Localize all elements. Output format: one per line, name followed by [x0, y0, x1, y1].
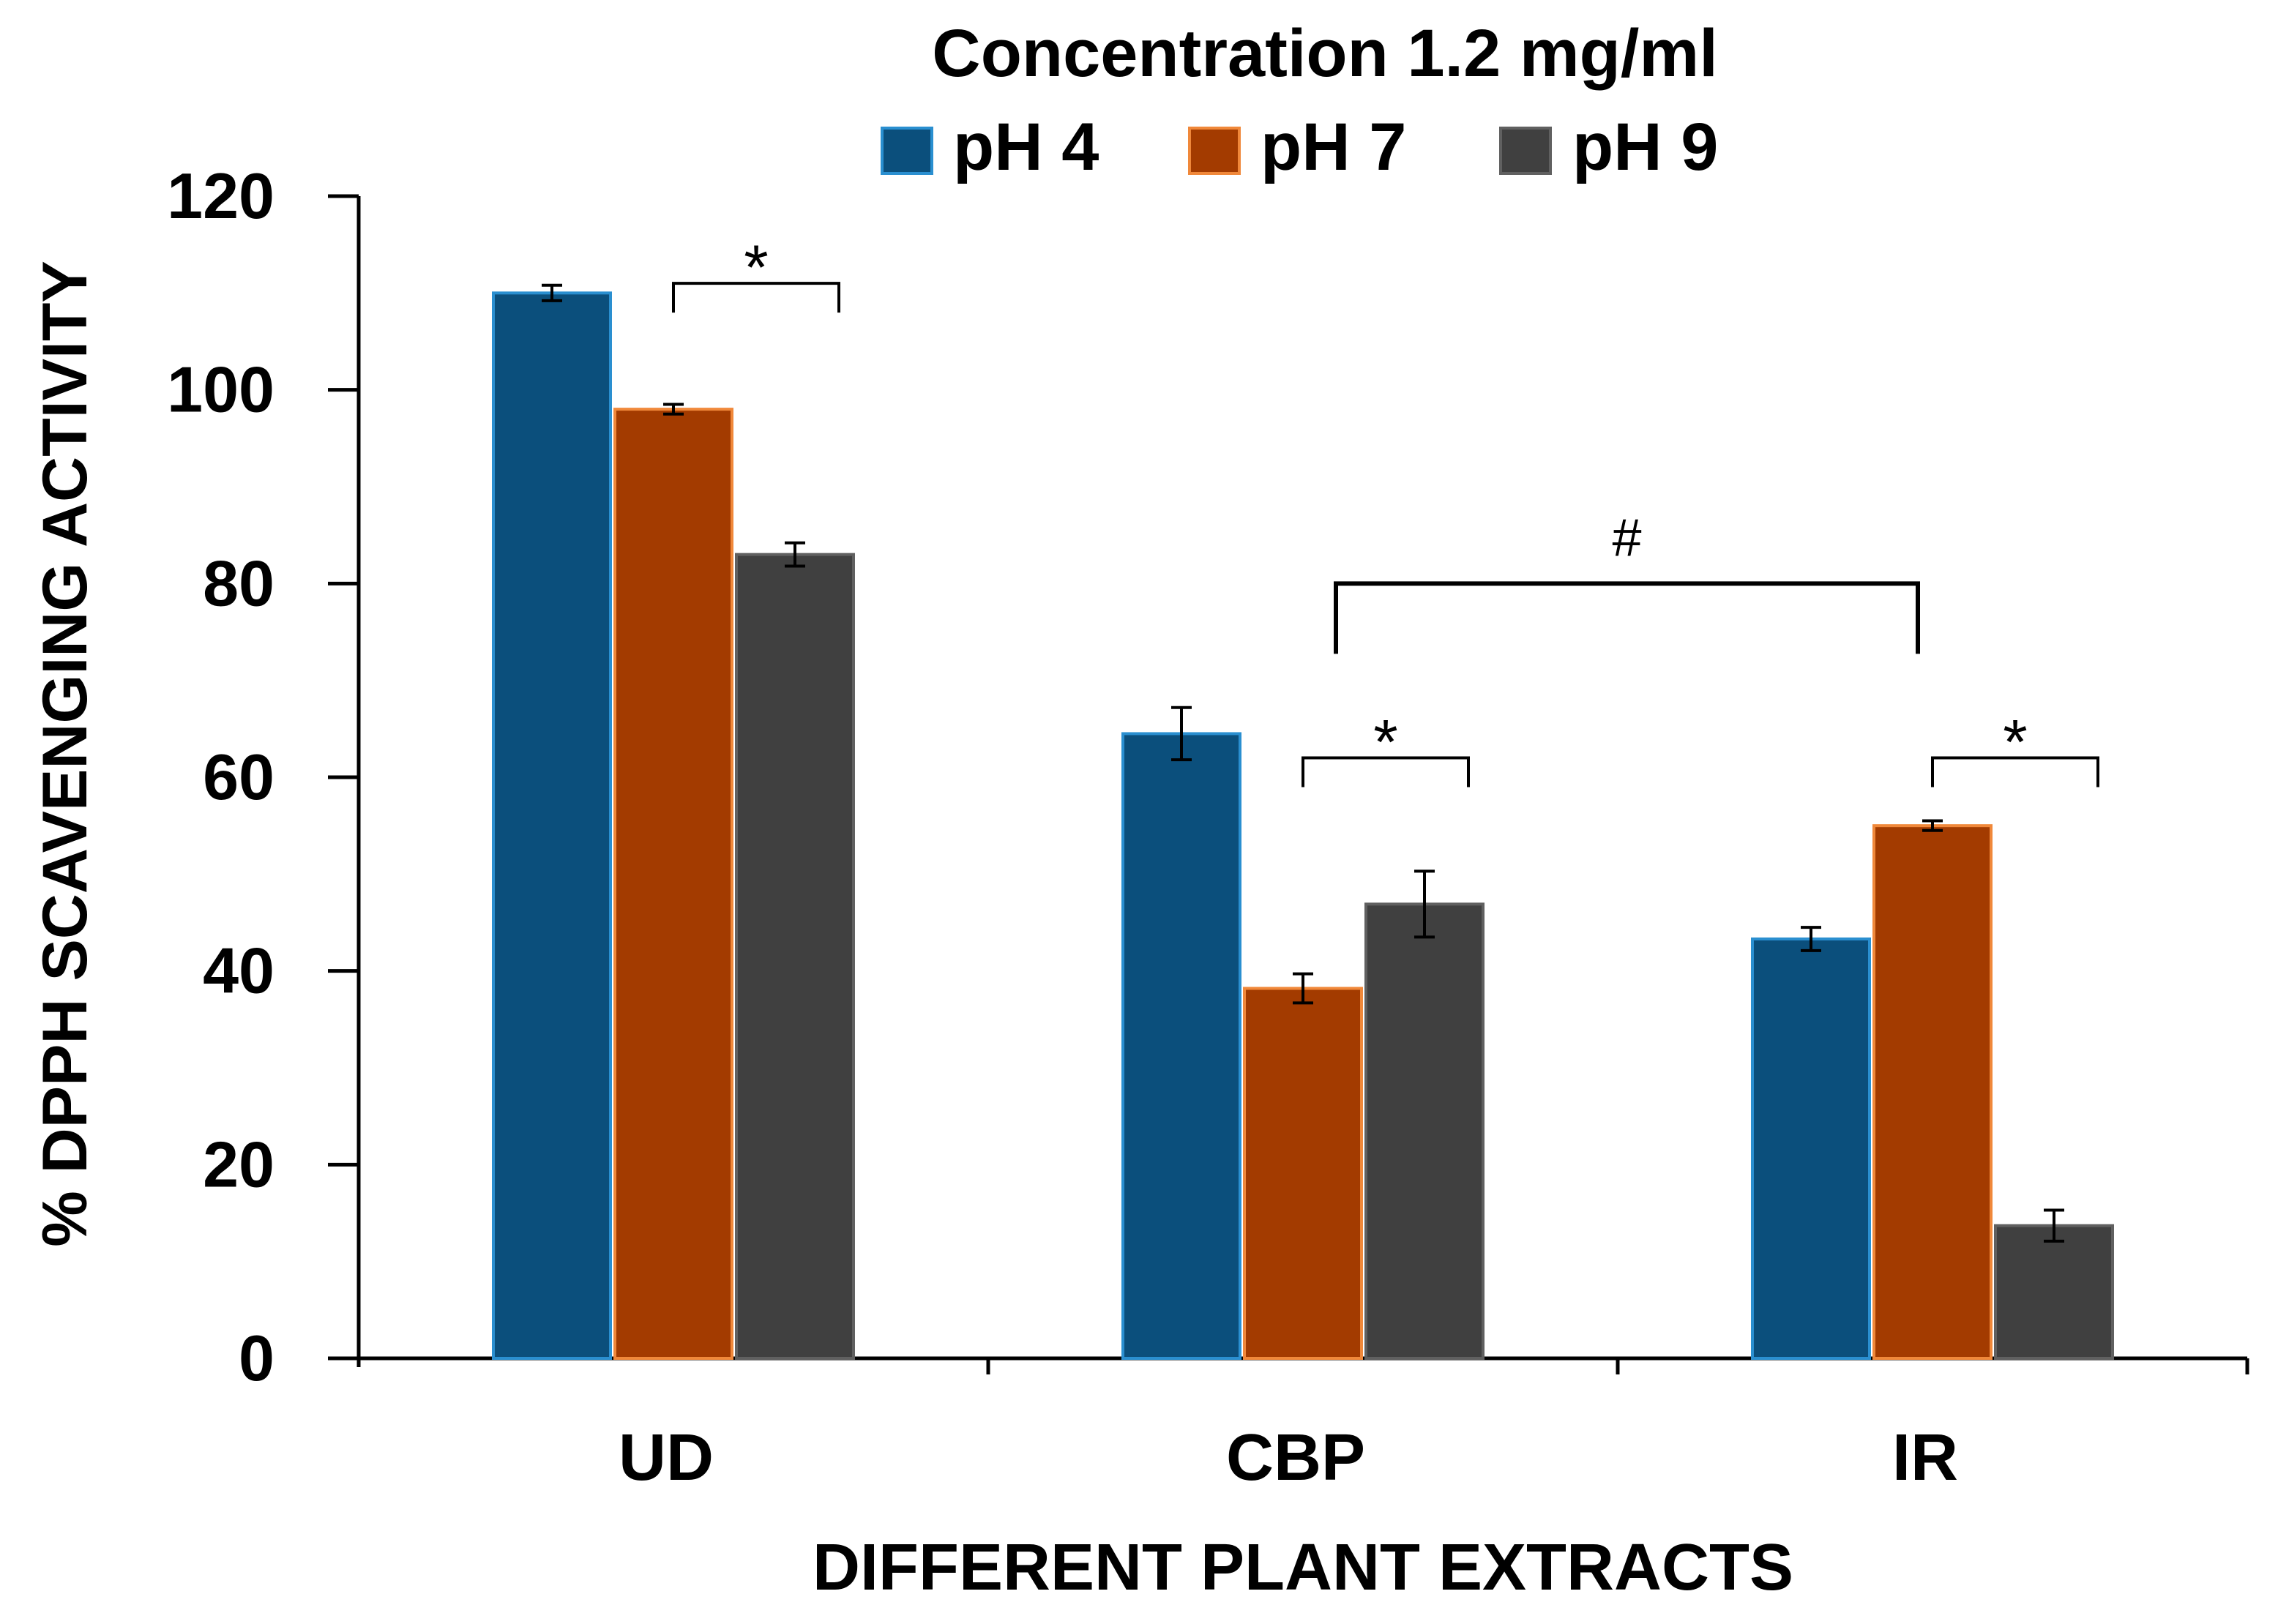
legend-swatch [881, 127, 933, 175]
x-tick-label: IR [1892, 1421, 1958, 1494]
bar [492, 291, 612, 1360]
x-tick-label: CBP [1226, 1421, 1365, 1494]
annotations: * * * # [672, 233, 2099, 787]
significance-bracket [1931, 756, 2099, 787]
legend-label: pH 4 [953, 110, 1099, 184]
y-tick-label: 120 [167, 160, 275, 232]
significance-label: * [2003, 708, 2027, 778]
y-tick-label: 80 [203, 547, 275, 619]
y-tick-label: 20 [203, 1128, 275, 1200]
chart-title: Concentration 1.2 mg/ml [932, 16, 1718, 91]
bar [1243, 987, 1363, 1361]
bar [1872, 824, 1993, 1360]
y-tick-label: 0 [239, 1322, 275, 1394]
bar [1121, 732, 1241, 1360]
bar [613, 408, 733, 1361]
y-axis-label: % DPPH SCAVENGING ACTIVITY [30, 261, 100, 1247]
legend-label: pH 9 [1572, 110, 1718, 184]
legend-swatch [1188, 127, 1241, 175]
bar [1994, 1224, 2114, 1361]
significance-label: # [1612, 509, 1641, 567]
significance-bracket [672, 282, 840, 313]
x-axis-label: DIFFERENT PLANT EXTRACTS [813, 1531, 1793, 1604]
y-tick-label: 100 [167, 353, 275, 426]
x-tick-label: UD [619, 1421, 714, 1494]
significance-label: * [1373, 708, 1397, 778]
legend: pH 4 pH 7 pH 9 [881, 110, 1718, 184]
y-tick-label: 60 [203, 741, 275, 813]
bar [1751, 937, 1871, 1361]
bar [735, 553, 855, 1361]
legend-swatch [1499, 127, 1552, 175]
legend-label: pH 7 [1261, 110, 1406, 184]
significance-label: * [744, 233, 768, 303]
significance-bracket [1334, 581, 1920, 654]
bar [1364, 902, 1485, 1360]
significance-bracket [1302, 756, 1470, 787]
y-tick-label: 40 [203, 935, 275, 1007]
bars [492, 283, 2114, 1361]
axes: 0 20 40 60 80 100 120 UD CBP IR [167, 160, 2249, 1494]
